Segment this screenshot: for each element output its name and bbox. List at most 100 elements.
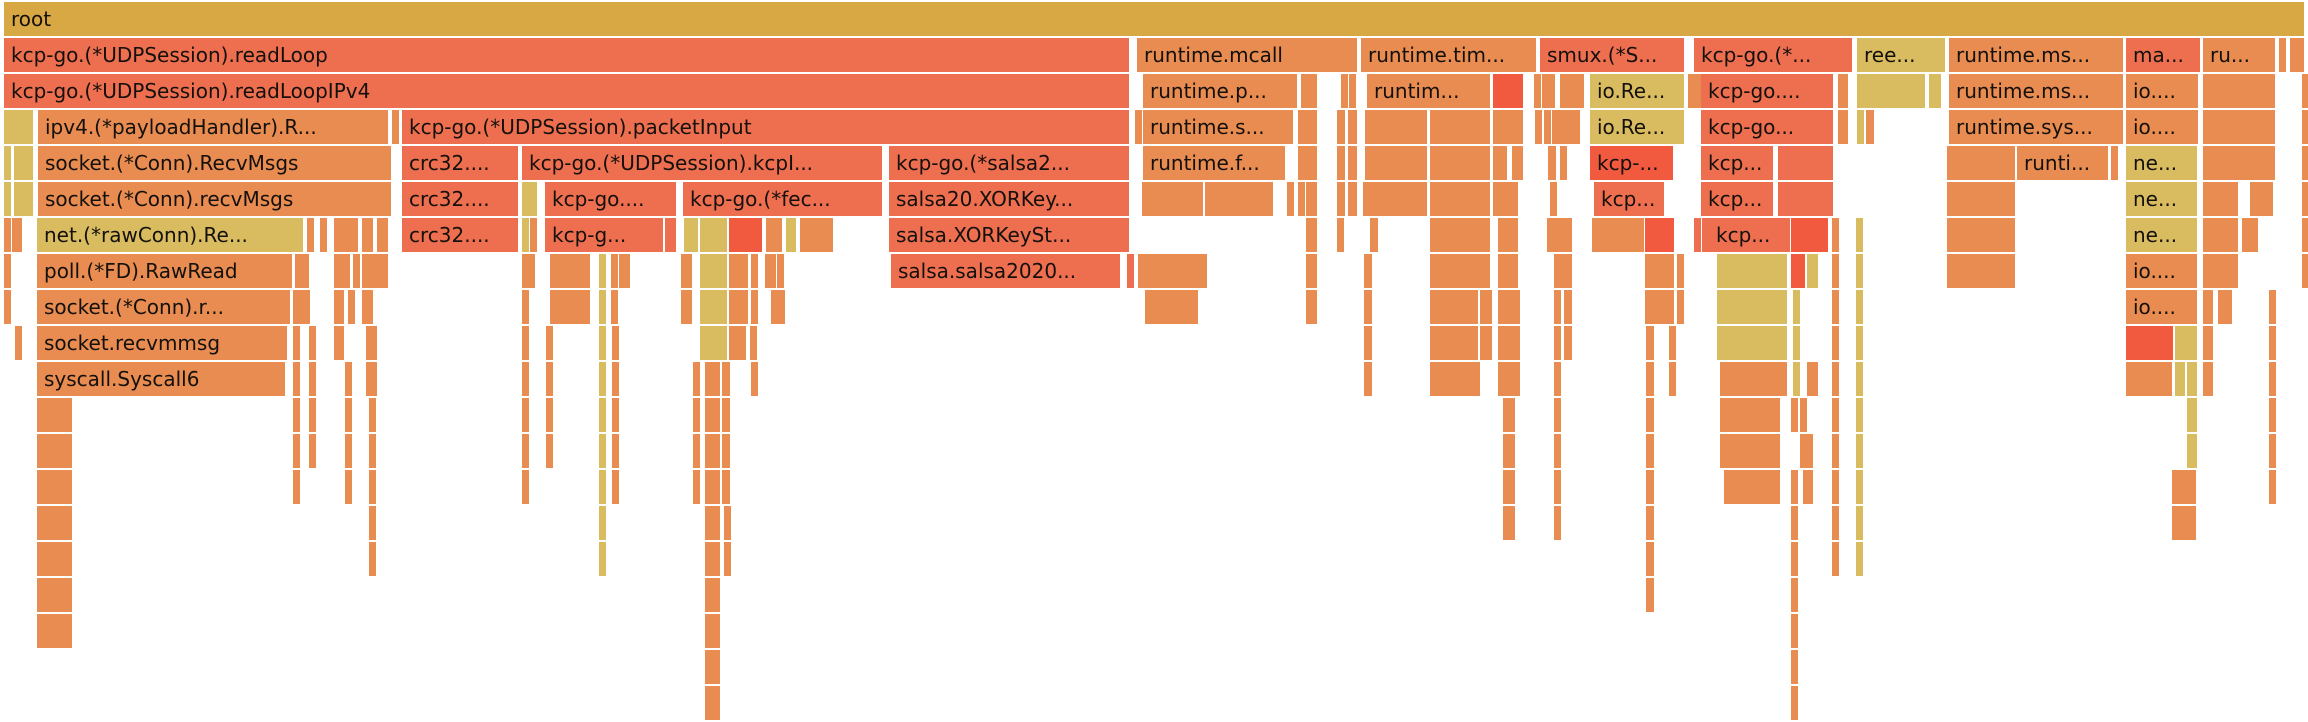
flame-box[interactable] [1832, 470, 1839, 504]
frame-ne[interactable]: ne... [2126, 182, 2197, 216]
flame-box[interactable] [1552, 110, 1580, 144]
frame-crc32[interactable]: crc32.... [402, 146, 518, 180]
flame-box[interactable] [1493, 182, 1518, 216]
frame-net-rawconn-re[interactable]: net.(*rawConn).Re... [37, 218, 303, 252]
flame-box[interactable] [546, 362, 553, 396]
flame-box[interactable] [369, 542, 376, 576]
frame-salsa-xorkeyst[interactable]: salsa.XORKeySt... [889, 218, 1129, 252]
flame-box[interactable] [1349, 74, 1356, 108]
flame-box[interactable] [12, 218, 22, 252]
flame-box[interactable] [1832, 398, 1839, 432]
frame-io[interactable]: io.... [2126, 110, 2198, 144]
flame-box[interactable] [1778, 146, 1833, 180]
flame-box[interactable] [366, 362, 377, 396]
frame-crc32[interactable]: crc32.... [402, 182, 518, 216]
frame-smux-s[interactable]: smux.(*S... [1540, 38, 1684, 72]
frame-kcp[interactable]: kcp... [1709, 218, 1790, 252]
flame-box[interactable] [1677, 254, 1684, 288]
flame-box[interactable] [1544, 110, 1551, 144]
flame-box[interactable] [2203, 362, 2213, 396]
flame-box[interactable] [1856, 506, 1863, 540]
frame-kcp-go-udpsession-packetinput[interactable]: kcp-go.(*UDPSession).packetInput [402, 110, 1129, 144]
flame-box[interactable] [1430, 362, 1480, 396]
flame-box[interactable] [612, 434, 619, 468]
flame-box[interactable] [1493, 74, 1523, 108]
flame-box[interactable] [1554, 470, 1561, 504]
flame-box[interactable] [1947, 218, 2015, 252]
flame-box[interactable] [522, 182, 537, 216]
flame-box[interactable] [1503, 470, 1515, 504]
flame-box[interactable] [1646, 434, 1654, 468]
flame-box[interactable] [334, 218, 358, 252]
frame-kcp-go[interactable]: kcp-go.... [1701, 74, 1833, 108]
flame-box[interactable] [1503, 398, 1515, 432]
flame-box[interactable] [1856, 290, 1863, 324]
frame-runtime-s[interactable]: runtime.s... [1143, 110, 1293, 144]
flame-box[interactable] [1337, 146, 1345, 180]
flame-box[interactable] [1430, 110, 1490, 144]
flame-box[interactable] [1832, 542, 1839, 576]
frame-io-re[interactable]: io.Re... [1590, 110, 1684, 144]
flame-box[interactable] [2218, 290, 2225, 324]
flame-box[interactable] [1646, 362, 1654, 396]
flame-box[interactable] [522, 254, 529, 288]
flame-box[interactable] [522, 398, 529, 432]
flame-box[interactable] [546, 398, 553, 432]
frame-salsa20-xorkey[interactable]: salsa20.XORKey... [889, 182, 1129, 216]
flame-box[interactable] [366, 326, 377, 360]
flame-box[interactable] [1800, 434, 1813, 468]
frame-kcp[interactable]: kcp-... [1590, 146, 1673, 180]
flame-box[interactable] [2175, 362, 2185, 396]
flame-box[interactable] [665, 218, 672, 252]
flame-box[interactable] [1669, 362, 1676, 396]
flame-box[interactable] [1554, 254, 1572, 288]
flame-box[interactable] [722, 434, 730, 468]
flame-box[interactable] [1135, 110, 1142, 144]
flame-box[interactable] [1791, 578, 1798, 612]
flame-box[interactable] [334, 254, 350, 288]
flame-box[interactable] [1480, 326, 1487, 360]
flame-box[interactable] [4, 146, 11, 180]
flame-box[interactable] [2187, 398, 2197, 432]
flame-box[interactable] [1646, 578, 1654, 612]
flame-box[interactable] [612, 326, 619, 360]
flame-box[interactable] [550, 290, 590, 324]
frame-io[interactable]: io.... [2126, 254, 2197, 288]
flame-box[interactable] [2203, 290, 2213, 324]
flame-box[interactable] [309, 434, 316, 468]
flame-box[interactable] [1720, 434, 1780, 468]
flame-box[interactable] [612, 362, 619, 396]
flame-box[interactable] [722, 398, 730, 432]
flame-box[interactable] [1554, 290, 1561, 324]
flame-box[interactable] [334, 290, 344, 324]
flame-box[interactable] [2302, 146, 2308, 180]
flame-box[interactable] [37, 434, 72, 468]
flame-box[interactable] [1498, 290, 1520, 324]
flame-box[interactable] [705, 578, 720, 612]
flame-box[interactable] [2126, 326, 2173, 360]
flame-box[interactable] [345, 434, 352, 468]
flame-box[interactable] [778, 290, 785, 324]
flame-box[interactable] [2251, 218, 2258, 252]
flame-box[interactable] [1807, 254, 1818, 288]
frame-kcp-go[interactable]: kcp-go... [1701, 110, 1833, 144]
flame-box[interactable] [1720, 362, 1787, 396]
flame-box[interactable] [1306, 182, 1317, 216]
flame-box[interactable] [1542, 74, 1549, 108]
flame-box[interactable] [1364, 326, 1372, 360]
flame-box[interactable] [1702, 218, 1709, 252]
flame-box[interactable] [2187, 362, 2197, 396]
flame-box[interactable] [599, 326, 606, 360]
flame-box[interactable] [729, 218, 762, 252]
flame-box[interactable] [1498, 218, 1518, 252]
flame-box[interactable] [14, 146, 33, 180]
flame-box[interactable] [1857, 110, 1864, 144]
flame-box[interactable] [2290, 38, 2304, 72]
flame-box[interactable] [1430, 218, 1490, 252]
flame-box[interactable] [599, 290, 606, 324]
flame-box[interactable] [1503, 434, 1515, 468]
flame-box[interactable] [722, 362, 730, 396]
flame-box[interactable] [612, 470, 619, 504]
flame-box[interactable] [2302, 254, 2308, 288]
flame-box[interactable] [1838, 110, 1848, 144]
